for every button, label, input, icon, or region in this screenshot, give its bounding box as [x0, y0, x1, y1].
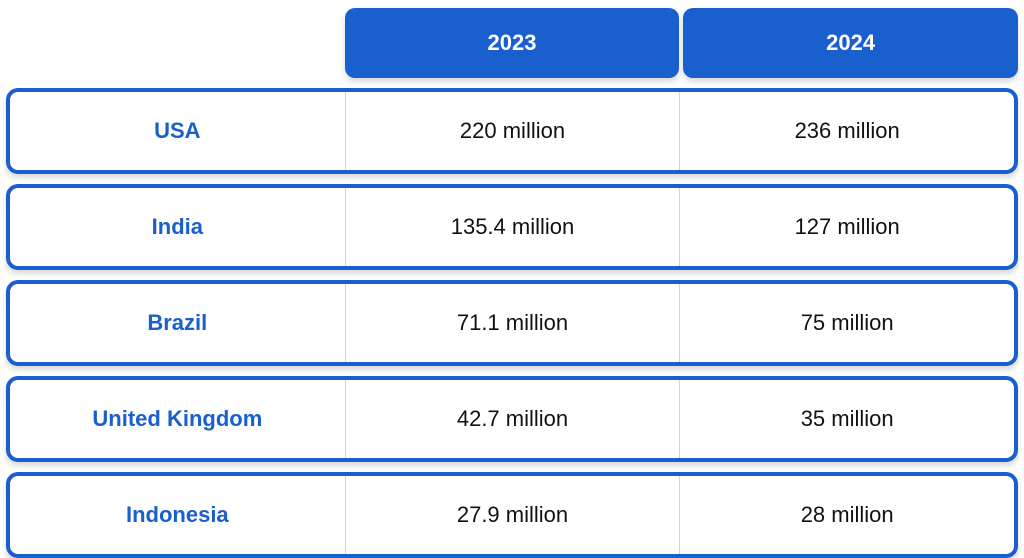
value-cell-2023: 42.7 million	[345, 380, 680, 458]
table-row: Brazil 71.1 million 75 million	[6, 280, 1018, 366]
value-cell-2024: 35 million	[679, 380, 1014, 458]
value-cell-2024: 127 million	[679, 188, 1014, 266]
value-cell-2024: 236 million	[679, 92, 1014, 170]
value-cell-2024: 28 million	[679, 476, 1014, 554]
table-row: United Kingdom 42.7 million 35 million	[6, 376, 1018, 462]
value-cell-2024: 75 million	[679, 284, 1014, 362]
column-header-2024: 2024	[683, 8, 1018, 78]
value-cell-2023: 71.1 million	[345, 284, 680, 362]
value-cell-2023: 135.4 million	[345, 188, 680, 266]
value-cell-2023: 220 million	[345, 92, 680, 170]
header-spacer	[6, 8, 341, 78]
table-row: USA 220 million 236 million	[6, 88, 1018, 174]
country-cell: Brazil	[10, 284, 345, 362]
country-cell: Indonesia	[10, 476, 345, 554]
table-header-row: 2023 2024	[6, 8, 1018, 78]
column-header-2023: 2023	[345, 8, 680, 78]
table-row: India 135.4 million 127 million	[6, 184, 1018, 270]
data-table: 2023 2024 USA 220 million 236 million In…	[6, 8, 1018, 558]
value-cell-2023: 27.9 million	[345, 476, 680, 554]
country-cell: United Kingdom	[10, 380, 345, 458]
country-cell: USA	[10, 92, 345, 170]
country-cell: India	[10, 188, 345, 266]
table-row: Indonesia 27.9 million 28 million	[6, 472, 1018, 558]
